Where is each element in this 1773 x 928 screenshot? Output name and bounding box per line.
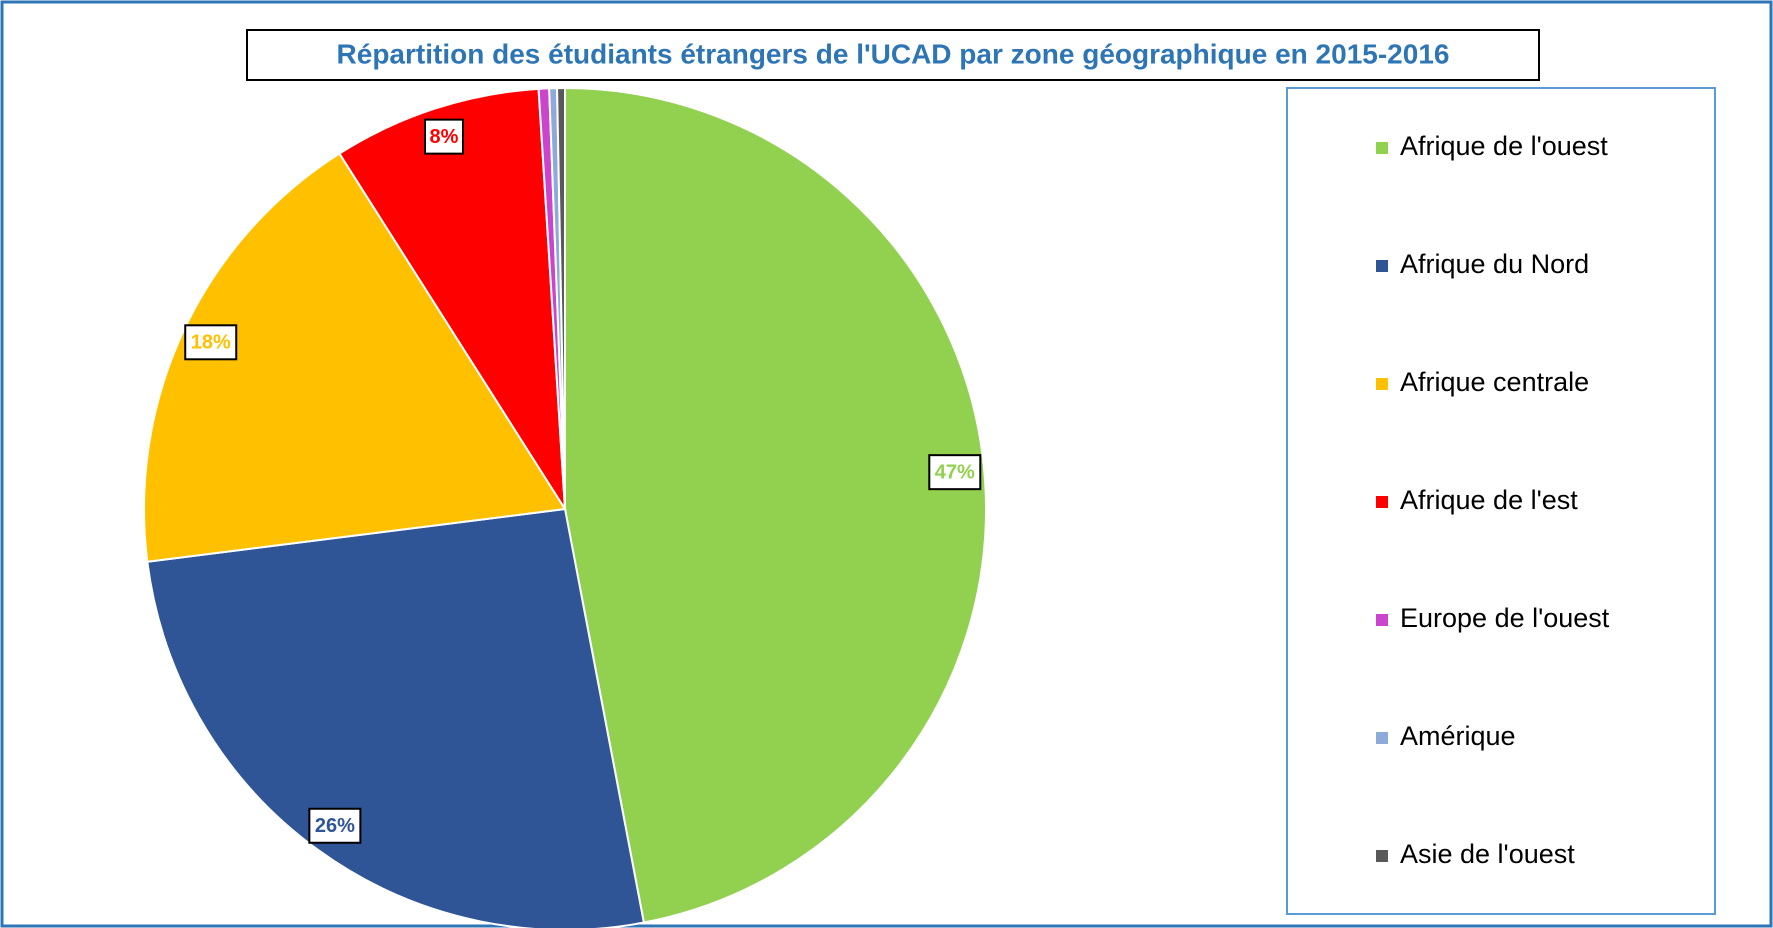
legend-label: Asie de l'ouest [1400, 839, 1575, 869]
pie-slice [146, 507, 646, 928]
pie-slice [564, 86, 987, 924]
legend-swatch [1376, 496, 1388, 508]
legend-swatch [1376, 850, 1388, 862]
title-box [246, 29, 1540, 81]
data-label: 18% [191, 332, 231, 354]
pie-slice [338, 87, 566, 510]
legend-label: Europe de l'ouest [1400, 603, 1610, 633]
data-label-box [928, 454, 982, 491]
legend-label: Afrique de l'ouest [1400, 131, 1608, 161]
data-label-box [308, 807, 362, 844]
data-label: 26% [315, 815, 355, 837]
pie-slice [143, 152, 567, 563]
legend-swatch [1376, 142, 1388, 154]
legend-label: Afrique de l'est [1400, 485, 1578, 515]
legend-swatch [1376, 260, 1388, 272]
chart-title: Répartition des étudiants étrangers de l… [337, 38, 1450, 69]
pie-slice [556, 86, 566, 510]
legend-swatch [1376, 732, 1388, 744]
legend-box [1286, 87, 1716, 915]
legend-swatch [1376, 614, 1388, 626]
legend-swatch [1376, 378, 1388, 390]
data-label: 47% [935, 461, 975, 483]
data-label: 8% [430, 126, 459, 148]
legend-label: Afrique centrale [1400, 367, 1589, 397]
legend-label: Afrique du Nord [1400, 249, 1589, 279]
data-label-box [184, 324, 238, 361]
legend-label: Amérique [1400, 721, 1516, 751]
data-label-box [424, 118, 465, 155]
